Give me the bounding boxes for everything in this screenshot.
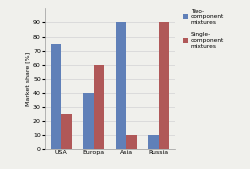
Y-axis label: Market share [%]: Market share [%] [25, 52, 30, 106]
Bar [84, 93, 94, 149]
Bar [94, 65, 104, 149]
Bar [148, 135, 159, 149]
Bar [126, 135, 136, 149]
Bar [116, 22, 126, 149]
Bar [159, 22, 169, 149]
Bar [51, 44, 61, 149]
Legend: Two-
component
mixtures, Single-
component
mixtures: Two- component mixtures, Single- compone… [183, 9, 224, 49]
Bar [61, 114, 72, 149]
